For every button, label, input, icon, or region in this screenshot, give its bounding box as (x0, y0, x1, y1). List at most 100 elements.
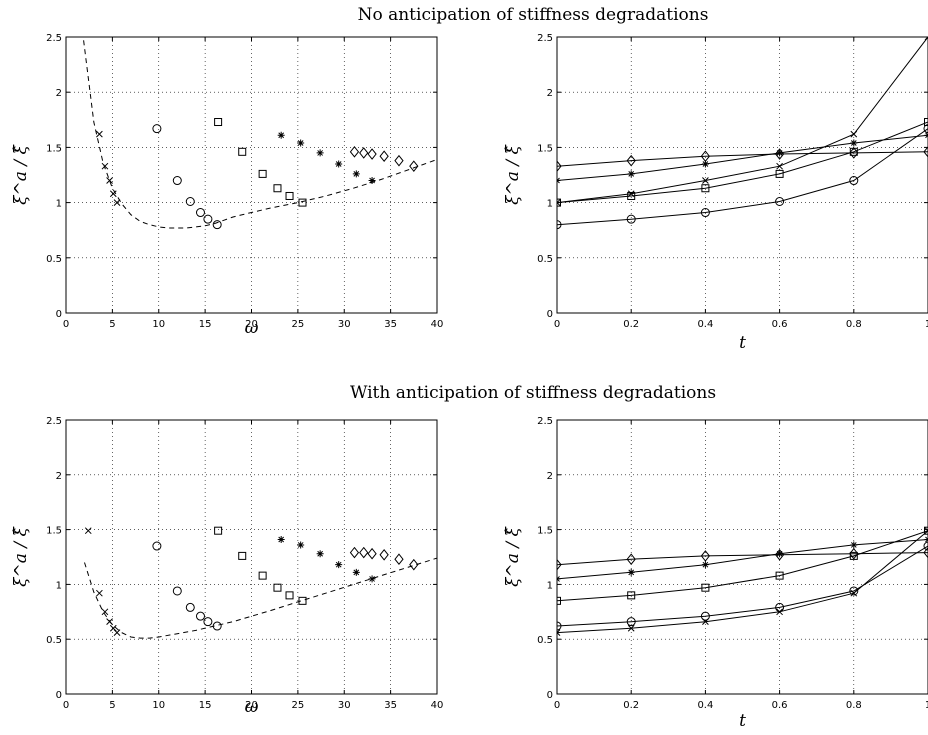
data-point-square (849, 551, 858, 560)
data-layer (83, 40, 437, 230)
data-point-square (238, 147, 247, 156)
data-point-diamond (409, 558, 419, 571)
y-tick-label: 2 (56, 88, 62, 99)
data-point-square (214, 118, 223, 127)
data-point-diamond (359, 147, 369, 159)
data-point-asterisk (368, 177, 376, 185)
x-tick-label: 15 (199, 700, 212, 711)
data-point-o (203, 617, 213, 627)
data-point-square (775, 571, 784, 580)
data-point-square (285, 591, 294, 600)
data-point-o (172, 586, 182, 596)
x-tick-label: 25 (292, 319, 305, 330)
x-tick-label: 10 (152, 700, 165, 711)
y-tick-label: 0.5 (537, 635, 553, 646)
data-point-square (627, 191, 636, 200)
data-point-x (776, 162, 783, 170)
y-tick-label: 2.5 (537, 33, 553, 44)
x-tick-label: 20 (245, 319, 258, 330)
data-point-asterisk (316, 550, 324, 558)
y-tick-label: 0.5 (46, 635, 62, 646)
data-point-o (152, 541, 162, 551)
data-point-o (849, 586, 859, 596)
data-point-square (775, 169, 784, 178)
x-tick-label: 0.4 (697, 700, 713, 711)
data-point-diamond (359, 546, 369, 559)
data-point-o (185, 602, 195, 612)
x-tick-label: 0.6 (772, 319, 788, 330)
series-line-diamond (557, 552, 928, 566)
x-axis-label: ω (245, 318, 259, 338)
data-point-o (557, 220, 562, 230)
data-point-x (96, 130, 103, 138)
data-point-x (109, 190, 117, 198)
y-tick-label: 2.5 (46, 33, 62, 44)
data-point-x (106, 177, 113, 184)
data-point-x (96, 589, 103, 597)
series-line-square (557, 530, 928, 602)
data-point-x (850, 589, 858, 597)
x-tick-label: 0.8 (846, 700, 862, 711)
data-point-o (185, 196, 195, 206)
data-point-diamond (394, 553, 404, 565)
data-point-square (557, 596, 561, 605)
data-point-diamond (379, 150, 389, 163)
data-point-o (152, 124, 162, 134)
data-point-diamond (349, 546, 360, 559)
data-point-asterisk (850, 139, 858, 147)
data-point-o (923, 541, 928, 551)
data-point-x (84, 527, 92, 535)
x-tick-label: 30 (338, 319, 351, 330)
y-tick-label: 1 (56, 199, 62, 210)
data-point-x (702, 177, 709, 184)
data-point-diamond (923, 546, 928, 559)
data-point-o (195, 611, 205, 621)
y-tick-label: 1 (547, 580, 553, 591)
data-point-square (273, 583, 282, 592)
data-point-square (849, 147, 858, 156)
series-line-x (557, 530, 928, 634)
data-point-asterisk (850, 541, 858, 549)
data-point-diamond (394, 154, 404, 167)
plot-area (556, 36, 928, 314)
x-tick-label: 25 (292, 700, 305, 711)
x-axis-label: t (739, 333, 746, 353)
y-tick-label: 1.5 (537, 143, 553, 154)
data-point-asterisk (701, 160, 709, 168)
series-line-x (557, 37, 928, 204)
data-point-square (924, 118, 928, 127)
data-point-diamond (626, 553, 636, 565)
plot-area (556, 419, 928, 695)
data-point-square (285, 191, 294, 200)
data-point-square (298, 596, 307, 605)
data-point-diamond (557, 558, 562, 571)
data-point-asterisk (297, 541, 305, 549)
data-point-o (923, 124, 928, 134)
y-tick-label: 0.5 (537, 254, 553, 265)
data-point-o (849, 176, 859, 186)
data-point-x (702, 618, 709, 626)
data-point-x (113, 199, 121, 206)
y-tick-label: 0 (56, 690, 62, 701)
x-tick-label: 1 (925, 319, 928, 330)
data-layer (84, 526, 437, 639)
data-point-asterisk (335, 160, 343, 168)
series-line-o (557, 545, 928, 627)
x-tick-label: 20 (245, 700, 258, 711)
y-axis-label: ξ^a / ξ̂ (503, 526, 523, 587)
y-axis-label: ξ^a / ξ̂ (11, 144, 31, 205)
data-point-asterisk (316, 149, 324, 157)
x-axis-label: t (739, 711, 746, 731)
data-point-x (113, 629, 121, 636)
data-point-asterisk (557, 575, 561, 583)
y-tick-label: 1.5 (537, 526, 553, 537)
x-tick-label: 10 (152, 319, 165, 330)
data-point-o (626, 617, 636, 627)
data-point-asterisk (627, 568, 635, 576)
series-line-asterisk (557, 134, 928, 181)
y-tick-label: 2 (547, 471, 553, 482)
series-line-asterisk (557, 539, 928, 580)
data-point-square (924, 526, 928, 535)
y-tick-label: 2 (56, 471, 62, 482)
data-point-asterisk (627, 170, 635, 178)
